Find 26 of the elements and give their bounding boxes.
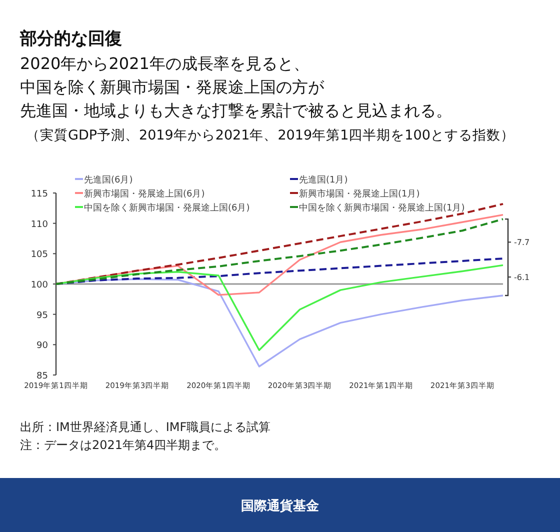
text: -7.7 <box>514 238 530 248</box>
legend-label: 先進国(6月) <box>84 174 133 186</box>
chart-subtitle: （実質GDP予測、2019年から2021年、2019年第1四半期を100とする指数） <box>26 128 514 144</box>
legend-label: 中国を除く新興市場国・発展途上国(6月) <box>84 202 250 214</box>
line-series <box>55 218 504 285</box>
text: 2020年から2021年の成長率を見ると、 <box>20 54 310 73</box>
legend-label: 中国を除く新興市場国・発展途上国(1月) <box>299 202 465 214</box>
legend-label: 新興市場国・発展途上国(6月) <box>84 188 205 200</box>
line-series <box>55 258 504 285</box>
y-tick-label: 95 <box>36 310 48 321</box>
line-series <box>55 202 504 285</box>
text: 注：データは2021年第4四半期まで。 <box>20 438 226 452</box>
y-tick-label: 105 <box>30 250 48 260</box>
text: 中国を除く新興市場国・発展途上国の方が <box>20 78 325 96</box>
text: 先進国・地域よりも大きな打撃を累計で被ると見込まれる。 <box>20 101 452 120</box>
text: 国際通貨基金 <box>241 498 320 514</box>
y-tick-label: 115 <box>30 190 48 200</box>
legend-label: 新興市場国・発展途上国(1月) <box>299 188 420 200</box>
y-tick-label: 110 <box>30 220 48 230</box>
y-tick-label: 100 <box>30 280 48 290</box>
y-tick-label: 85 <box>36 372 48 382</box>
y-tick-label: 90 <box>36 341 48 352</box>
text: 出所：IM世界経済見通し、IMF職員による試算 <box>20 420 271 434</box>
chart-title: 部分的な回復 <box>19 29 122 49</box>
legend-label: 先進国(1月) <box>299 174 348 186</box>
text: -6.1 <box>514 273 530 282</box>
